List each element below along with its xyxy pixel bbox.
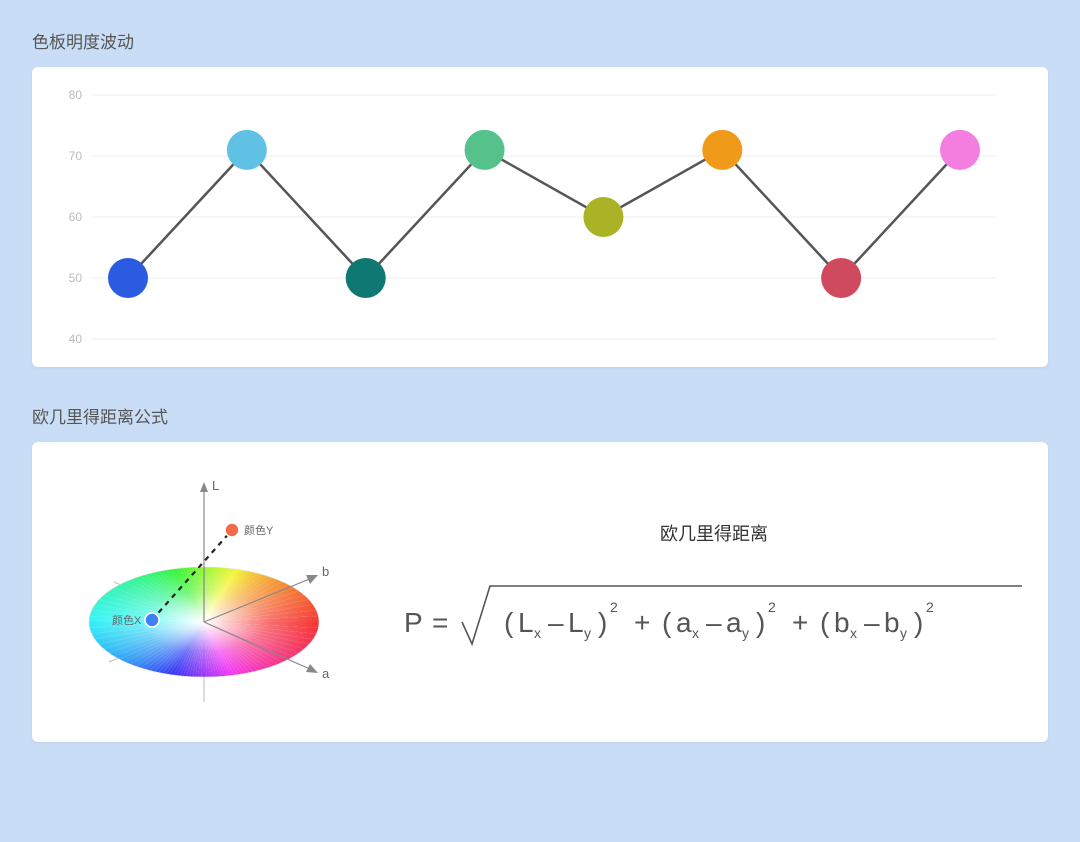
svg-text:L: L bbox=[568, 607, 584, 638]
chart-marker bbox=[702, 130, 742, 170]
svg-text:80: 80 bbox=[69, 88, 83, 102]
svg-text:): ) bbox=[756, 607, 765, 638]
svg-text:+: + bbox=[792, 607, 808, 638]
euclidean-formula: P = (Lx–Ly)2+(ax–ay)2+(bx–by)2 bbox=[404, 574, 1024, 664]
svg-text:y: y bbox=[742, 625, 749, 641]
chart-marker bbox=[583, 197, 623, 237]
color-y-label: 颜色Y bbox=[244, 523, 274, 537]
chart-card: 40 50 60 70 80 bbox=[32, 67, 1048, 367]
formula-block: 欧几里得距离 P = (Lx–Ly)2+(ax–ay)2+(bx–by)2 bbox=[404, 520, 1024, 664]
svg-text:x: x bbox=[534, 625, 541, 641]
axis-a-label: a bbox=[322, 666, 330, 681]
axis-l-label: L bbox=[212, 478, 219, 493]
svg-text:–: – bbox=[864, 607, 880, 638]
chart-title: 色板明度波动 bbox=[32, 28, 1048, 53]
svg-text:–: – bbox=[548, 607, 564, 638]
formula-subtitle: 欧几里得距离 bbox=[404, 520, 1024, 546]
formula-title: 欧几里得距离公式 bbox=[32, 403, 1048, 428]
svg-text:–: – bbox=[706, 607, 722, 638]
svg-text:P: P bbox=[404, 607, 423, 638]
axis-b-label: b bbox=[322, 564, 329, 579]
svg-text:(: ( bbox=[662, 607, 672, 638]
svg-text:b: b bbox=[834, 607, 850, 638]
svg-text:2: 2 bbox=[610, 599, 618, 615]
svg-text:40: 40 bbox=[69, 332, 83, 346]
svg-text:60: 60 bbox=[69, 210, 83, 224]
chart-marker bbox=[227, 130, 267, 170]
svg-text:): ) bbox=[598, 607, 607, 638]
lightness-chart: 40 50 60 70 80 bbox=[52, 87, 1012, 347]
svg-text:a: a bbox=[726, 607, 742, 638]
chart-marker bbox=[821, 258, 861, 298]
svg-text:(: ( bbox=[504, 607, 514, 638]
svg-text:y: y bbox=[584, 625, 591, 641]
chart-marker bbox=[346, 258, 386, 298]
chart-marker bbox=[108, 258, 148, 298]
formula-card: L a b 颜色X 颜色Y 欧几里得距离 bbox=[32, 442, 1048, 742]
color-x-point bbox=[145, 613, 159, 627]
svg-text:2: 2 bbox=[768, 599, 776, 615]
chart-marker bbox=[465, 130, 505, 170]
svg-text:a: a bbox=[676, 607, 692, 638]
color-y-point bbox=[225, 523, 239, 537]
svg-text:x: x bbox=[850, 625, 857, 641]
svg-text:): ) bbox=[914, 607, 923, 638]
lab-color-space-diagram: L a b 颜色X 颜色Y bbox=[54, 472, 354, 712]
svg-text:70: 70 bbox=[69, 149, 83, 163]
formula-section: 欧几里得距离公式 bbox=[32, 403, 1048, 742]
svg-text:=: = bbox=[432, 607, 448, 638]
svg-text:(: ( bbox=[820, 607, 830, 638]
svg-text:b: b bbox=[884, 607, 900, 638]
color-x-label: 颜色X bbox=[112, 613, 142, 627]
svg-text:y: y bbox=[900, 625, 907, 641]
svg-text:2: 2 bbox=[926, 599, 934, 615]
svg-text:+: + bbox=[634, 607, 650, 638]
svg-text:x: x bbox=[692, 625, 699, 641]
chart-section: 色板明度波动 40 50 60 70 80 bbox=[32, 28, 1048, 367]
svg-text:50: 50 bbox=[69, 271, 83, 285]
chart-marker bbox=[940, 130, 980, 170]
svg-text:L: L bbox=[518, 607, 534, 638]
